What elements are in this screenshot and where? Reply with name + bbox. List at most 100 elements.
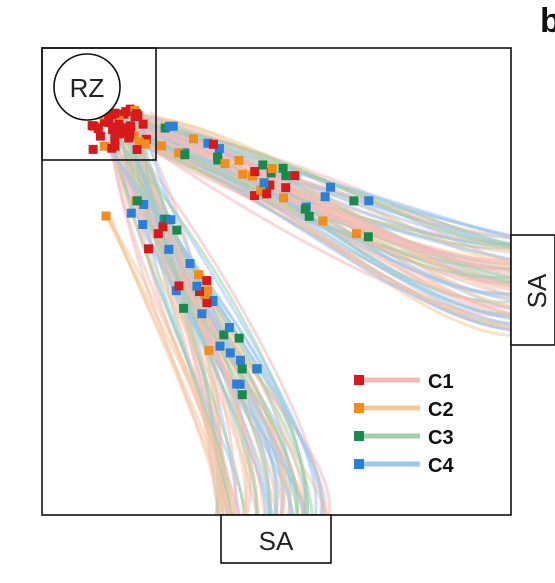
cell-marker [138,119,148,129]
trajectory-line [111,147,248,516]
cell-marker [202,298,212,308]
cell-marker [364,196,374,206]
sa-bottom-label: SA [259,526,294,556]
cell-marker [235,355,245,365]
cell-marker [250,167,260,177]
cell-marker [110,141,120,151]
panel-letter: b [540,2,555,40]
cell-marker [219,330,229,340]
cell-marker [166,215,176,225]
cell-marker [125,129,135,139]
cell-marker [234,155,244,165]
cell-marker [174,148,184,158]
cell-marker [138,220,148,230]
cell-marker [172,225,182,235]
cell-marker [325,182,335,192]
cell-marker [164,244,174,254]
sa-bottom-box [220,514,332,564]
cell-marker [88,144,98,154]
cell-marker [214,144,224,154]
cell-marker [132,196,142,206]
cell-marker [258,160,268,170]
cell-marker [259,178,269,188]
sa-right-box [510,234,555,346]
trajectory-line [105,216,236,516]
cell-marker [132,144,142,154]
cell-marker [256,185,266,195]
cell-marker [197,309,207,319]
trajectory-line [122,146,307,516]
cell-marker [208,139,218,149]
cell-marker [220,159,230,169]
legend-label-c2: C2 [428,399,454,421]
cell-marker [165,121,175,131]
trajectory-line [127,113,512,292]
cell-marker [234,333,244,343]
cell-marker [144,244,154,254]
cell-marker [304,211,314,221]
cell-marker [189,134,199,144]
cell-marker [290,171,300,181]
cell-marker [157,141,167,151]
trajectory-line [106,145,318,516]
cell-marker [281,171,291,181]
cell-marker [238,169,248,179]
legend: C1 C2 C3 C4 [354,371,454,477]
rz-label: RZ [70,73,105,103]
cell-marker [139,199,149,209]
cell-marker [185,259,195,269]
cell-marker [130,112,140,122]
cell-marker [153,229,163,239]
cell-marker [161,214,171,224]
cell-marker [202,276,212,286]
cell-marker [349,196,359,206]
cell-marker [225,348,235,358]
cell-marker [249,191,259,201]
trajectory-line [104,214,224,516]
legend-item-c2: C2 [354,399,454,421]
cell-marker [99,117,109,127]
trajectory-line [135,114,512,309]
cell-marker [278,193,288,203]
legend-label-c4: C4 [428,455,454,477]
legend-item-c3: C3 [354,427,454,449]
cell-marker [267,164,277,174]
cell-marker [122,123,132,133]
cell-marker [265,180,275,190]
cell-marker [93,124,103,134]
cell-marker [174,281,184,291]
cell-marker [237,364,247,374]
cell-marker [179,303,189,313]
cell-marker [114,119,124,129]
trajectory-line [129,144,325,516]
cell-marker [281,183,291,193]
cell-marker [116,126,126,136]
cell-marker [140,139,150,149]
cell-marker [110,108,120,118]
cell-marker [180,150,190,160]
trajectory-line [117,115,512,266]
cell-marker [204,346,214,356]
cell-marker [351,229,361,239]
legend-item-c1: C1 [354,371,454,393]
rz-box [41,47,157,161]
rz-circle [53,53,121,121]
cell-marker [224,323,234,333]
cell-marker [121,107,131,117]
cell-marker [235,379,245,389]
cell-marker [192,281,202,291]
cell-marker [252,364,262,374]
cell-marker [300,204,310,214]
sa-right-label: SA [522,273,552,308]
cell-marker [141,134,151,144]
cell-marker [320,192,330,202]
cell-marker [95,131,105,141]
cell-marker [129,131,139,141]
cell-marker [213,155,223,165]
cell-marker [126,208,136,218]
cell-marker [318,216,328,226]
cell-marker [194,270,204,280]
trajectory-line [133,141,327,516]
cell-marker [208,295,218,305]
